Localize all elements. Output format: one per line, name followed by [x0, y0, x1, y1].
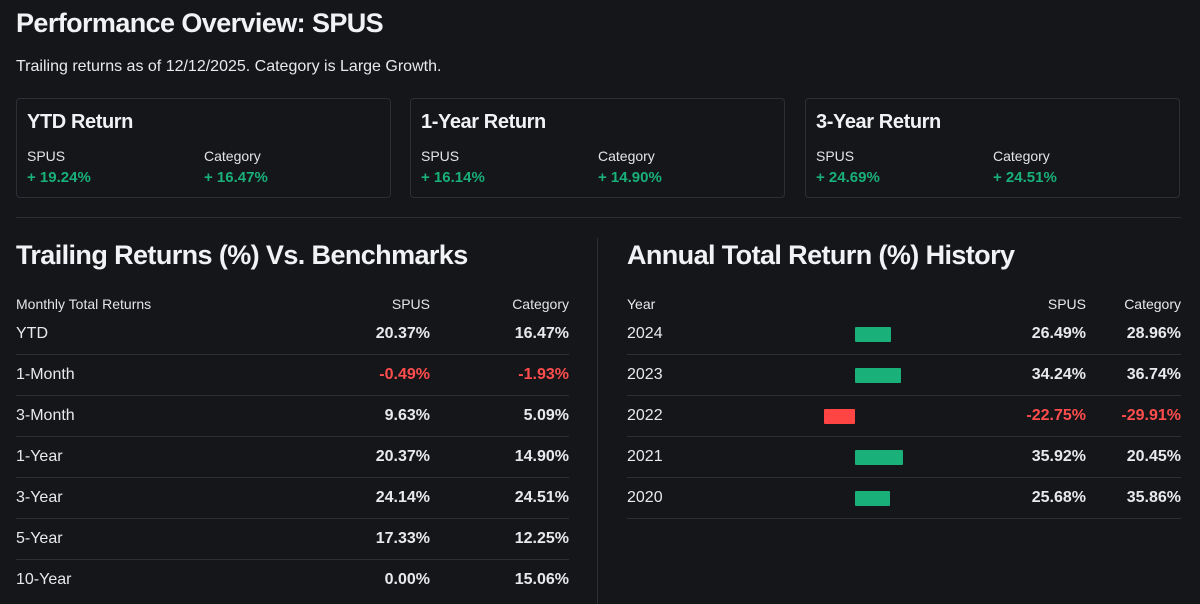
table-row: 2020 25.68% 35.86% [627, 478, 1181, 519]
card-title: 3-Year Return [816, 111, 941, 133]
section-divider [16, 217, 1181, 218]
spus-return-bar [855, 450, 904, 465]
card-category-label: Category [598, 148, 655, 164]
row-label: 3-Year [16, 489, 63, 506]
spus-value: 17.33% [375, 530, 430, 547]
row-label: 3-Month [16, 407, 75, 424]
header-category: Category [1124, 296, 1181, 312]
card-spus-label: SPUS [27, 148, 66, 164]
table-row: 1-Year 20.37% 14.90% [16, 437, 569, 478]
row-year: 2024 [627, 325, 663, 342]
category-value: 20.45% [1126, 448, 1181, 465]
page-title: Performance Overview: SPUS [16, 8, 384, 38]
spus-value: 9.63% [384, 407, 430, 424]
annual-table-header: Year SPUS Category [627, 295, 1181, 315]
spus-value: 34.24% [1031, 366, 1086, 383]
card-category-value: + 24.51% [993, 169, 1057, 186]
spus-value: 0.00% [384, 571, 430, 588]
spus-value: 35.92% [1031, 448, 1086, 465]
spus-return-bar [855, 368, 902, 383]
table-row: 2021 35.92% 20.45% [627, 437, 1181, 478]
table-row: 2022 -22.75% -29.91% [627, 396, 1181, 437]
one-year-return-card: 1-Year Return SPUS + 16.14% Category + 1… [410, 98, 785, 198]
spus-return-bar [855, 491, 890, 506]
spus-value: 24.14% [375, 489, 430, 506]
spus-value: 26.49% [1031, 325, 1086, 342]
header-spus: SPUS [391, 296, 430, 312]
category-value: -1.93% [518, 366, 569, 383]
table-row: 2024 26.49% 28.96% [627, 314, 1181, 355]
row-label: 1-Year [16, 448, 63, 465]
card-title: YTD Return [27, 111, 134, 133]
table-row: 3-Month 9.63% 5.09% [16, 396, 569, 437]
trailing-table-header: Monthly Total Returns SPUS Category [16, 295, 569, 315]
table-row: 5-Year 17.33% 12.25% [16, 519, 569, 560]
category-value: -29.91% [1121, 407, 1181, 424]
category-value: 15.06% [514, 571, 569, 588]
table-row: 3-Year 24.14% 24.51% [16, 478, 569, 519]
card-spus-value: + 16.14% [421, 169, 485, 186]
card-spus-value: + 24.69% [816, 169, 880, 186]
spus-value: -0.49% [379, 366, 430, 383]
ytd-return-card: YTD Return SPUS + 19.24% Category + 16.4… [16, 98, 391, 198]
row-label: YTD [16, 325, 48, 342]
row-year: 2023 [627, 366, 663, 383]
card-spus-label: SPUS [421, 148, 460, 164]
row-label: 1-Month [16, 366, 75, 383]
table-row: 2023 34.24% 36.74% [627, 355, 1181, 396]
category-value: 24.51% [514, 489, 569, 506]
category-value: 28.96% [1126, 325, 1181, 342]
row-label: 5-Year [16, 530, 63, 547]
category-value: 16.47% [514, 325, 569, 342]
category-value: 5.09% [523, 407, 569, 424]
category-value: 36.74% [1126, 366, 1181, 383]
spus-value: -22.75% [1026, 407, 1086, 424]
row-year: 2021 [627, 448, 663, 465]
card-title: 1-Year Return [421, 111, 546, 133]
three-year-return-card: 3-Year Return SPUS + 24.69% Category + 2… [805, 98, 1180, 198]
spus-value: 20.37% [375, 448, 430, 465]
spus-value: 20.37% [375, 325, 430, 342]
card-spus-value: + 19.24% [27, 169, 91, 186]
card-category-label: Category [204, 148, 261, 164]
card-category-label: Category [993, 148, 1050, 164]
trailing-returns-title: Trailing Returns (%) Vs. Benchmarks [16, 240, 468, 270]
category-value: 14.90% [514, 448, 569, 465]
table-row: 10-Year 0.00% 15.06% [16, 560, 569, 601]
card-spus-label: SPUS [816, 148, 855, 164]
card-category-value: + 14.90% [598, 169, 662, 186]
table-row: YTD 20.37% 16.47% [16, 314, 569, 355]
header-monthly-total-returns: Monthly Total Returns [16, 296, 152, 312]
spus-return-bar [824, 409, 855, 424]
page-subtitle: Trailing returns as of 12/12/2025. Categ… [16, 58, 442, 75]
annual-history-title: Annual Total Return (%) History [627, 240, 1015, 270]
row-label: 10-Year [16, 571, 72, 588]
category-value: 12.25% [514, 530, 569, 547]
row-year: 2022 [627, 407, 663, 424]
table-row: 1-Month -0.49% -1.93% [16, 355, 569, 396]
row-year: 2020 [627, 489, 663, 506]
spus-return-bar [855, 327, 891, 342]
header-category: Category [512, 296, 569, 312]
column-divider [597, 238, 598, 604]
header-year: Year [627, 296, 656, 312]
header-spus: SPUS [1047, 296, 1086, 312]
card-category-value: + 16.47% [204, 169, 268, 186]
category-value: 35.86% [1126, 489, 1181, 506]
spus-value: 25.68% [1031, 489, 1086, 506]
